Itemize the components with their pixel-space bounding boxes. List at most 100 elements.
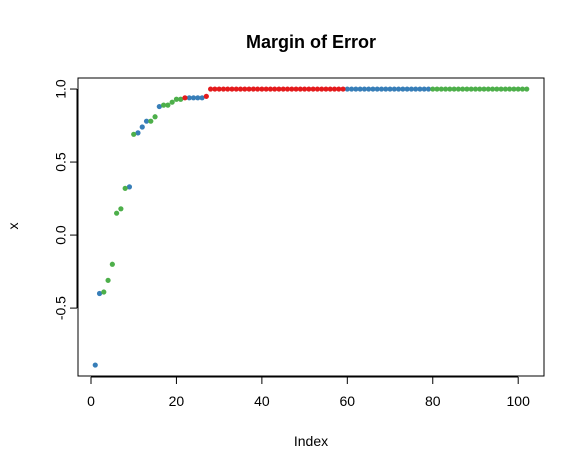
point (212, 86, 218, 92)
point (387, 86, 393, 92)
point (225, 86, 231, 92)
point (472, 86, 479, 92)
chart-title: Margin of Error (246, 32, 376, 52)
y-tick-label: 0.0 (53, 225, 69, 245)
point (169, 99, 175, 105)
point (229, 86, 235, 92)
point (391, 86, 397, 92)
point (477, 86, 483, 92)
x-tick-label: 40 (254, 393, 270, 409)
point (314, 86, 321, 92)
point (430, 86, 436, 92)
point (259, 86, 265, 92)
point (118, 206, 124, 212)
point (400, 86, 406, 92)
point (327, 86, 333, 92)
y-tick-label: 1.0 (53, 79, 69, 99)
point (276, 86, 282, 92)
point (220, 86, 227, 92)
plot-box (77, 77, 545, 377)
point (404, 86, 410, 92)
x-tick-label: 100 (507, 393, 531, 409)
x-tick-label: 20 (169, 393, 185, 409)
point (425, 86, 432, 92)
point (464, 86, 470, 92)
y-axis-label: x (5, 223, 21, 230)
point (208, 86, 214, 92)
point (131, 131, 137, 137)
point (468, 86, 474, 92)
point (519, 86, 526, 92)
point (186, 95, 192, 101)
point (199, 95, 205, 101)
point (293, 86, 299, 92)
point (272, 86, 278, 92)
point (109, 261, 115, 267)
point (451, 86, 457, 92)
point (340, 86, 346, 92)
point (413, 86, 419, 92)
point (434, 86, 440, 92)
x-tick-label: 60 (340, 393, 356, 409)
point (319, 86, 325, 92)
point (460, 86, 466, 92)
point (494, 86, 500, 92)
point (96, 290, 103, 297)
point (361, 86, 368, 92)
point (143, 118, 150, 124)
point (242, 86, 248, 92)
point (481, 86, 487, 92)
point (152, 114, 158, 120)
point (489, 86, 496, 92)
point (344, 86, 350, 92)
point (417, 86, 423, 92)
point (511, 86, 517, 92)
point (178, 96, 184, 102)
point (502, 86, 508, 92)
point (173, 96, 180, 102)
point (92, 362, 98, 368)
point (336, 86, 342, 92)
x-tick-label: 0 (87, 393, 95, 409)
point (203, 93, 209, 99)
x-axis-label: Index (294, 433, 328, 449)
point (310, 86, 316, 92)
point (323, 86, 329, 92)
point (485, 86, 491, 92)
point (507, 86, 513, 92)
point (126, 184, 133, 190)
point (280, 86, 286, 92)
point (122, 185, 128, 191)
point (348, 86, 355, 92)
point (366, 86, 372, 92)
point (357, 86, 363, 92)
point (374, 86, 380, 92)
point (301, 86, 308, 92)
point (148, 118, 154, 124)
point (447, 86, 453, 92)
point (515, 86, 521, 92)
point (408, 86, 414, 92)
point (250, 86, 256, 92)
point (237, 86, 244, 92)
point (165, 102, 171, 108)
y-tick-label: 0.5 (53, 152, 69, 172)
point (297, 86, 303, 92)
point (135, 130, 141, 136)
point (114, 210, 120, 216)
point (498, 86, 504, 92)
point (383, 86, 389, 92)
point (216, 86, 222, 92)
point (370, 86, 376, 92)
point (421, 86, 427, 92)
point (455, 86, 461, 92)
point (101, 289, 107, 295)
point (246, 86, 252, 92)
point (195, 95, 201, 101)
point (161, 102, 167, 108)
point (353, 86, 359, 92)
point (263, 86, 269, 92)
point (524, 86, 530, 92)
point (254, 86, 261, 92)
point (378, 86, 385, 92)
